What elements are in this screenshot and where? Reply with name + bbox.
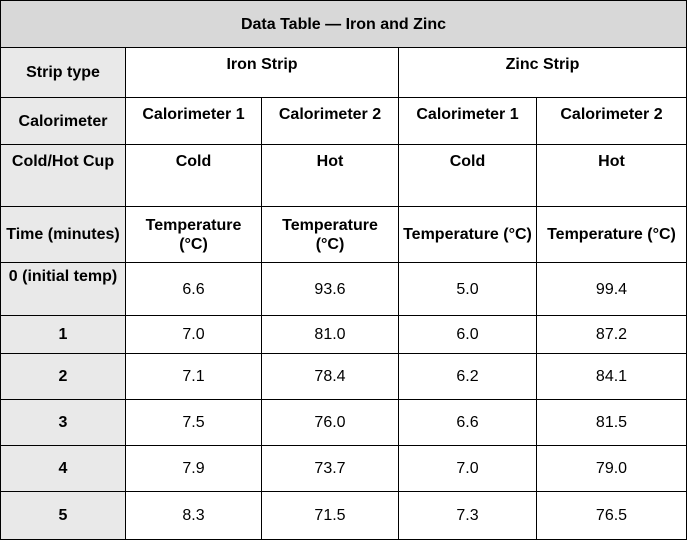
temperature-value: 93.6 <box>261 262 399 316</box>
calorimeter-header: Calorimeter 1 <box>398 97 537 145</box>
row-header-cup: Cold/Hot Cup <box>0 144 126 207</box>
table-row: 0 (initial temp) 6.6 93.6 5.0 99.4 <box>0 262 687 316</box>
temperature-value: 7.0 <box>398 445 537 492</box>
temperature-value: 7.3 <box>398 491 537 540</box>
temperature-value: 6.6 <box>398 399 537 446</box>
temperature-value: 87.2 <box>536 315 687 354</box>
cup-header: Hot <box>536 144 687 207</box>
temperature-value: 71.5 <box>261 491 399 540</box>
temperature-value: 79.0 <box>536 445 687 492</box>
row-header-strip-type: Strip type <box>0 47 126 98</box>
temperature-value: 99.4 <box>536 262 687 316</box>
time-cell: 5 <box>0 491 126 540</box>
calorimeter-header: Calorimeter 2 <box>261 97 399 145</box>
temperature-header: Temperature (°C) <box>125 206 262 263</box>
table-row: 1 7.0 81.0 6.0 87.2 <box>0 315 687 354</box>
temperature-value: 81.5 <box>536 399 687 446</box>
time-cell: 2 <box>0 353 126 400</box>
temperature-value: 73.7 <box>261 445 399 492</box>
temperature-value: 5.0 <box>398 262 537 316</box>
time-cell: 0 (initial temp) <box>0 262 126 316</box>
temperature-value: 8.3 <box>125 491 262 540</box>
temperature-value: 78.4 <box>261 353 399 400</box>
temperature-header: Temperature (°C) <box>536 206 687 263</box>
row-header-time: Time (minutes) <box>0 206 126 263</box>
temperature-value: 7.0 <box>125 315 262 354</box>
temperature-value: 6.2 <box>398 353 537 400</box>
time-cell: 4 <box>0 445 126 492</box>
temperature-value: 7.5 <box>125 399 262 446</box>
temperature-value: 6.0 <box>398 315 537 354</box>
row-header-calorimeter: Calorimeter <box>0 97 126 145</box>
temperature-value: 81.0 <box>261 315 399 354</box>
temperature-value: 7.9 <box>125 445 262 492</box>
strip-header-iron: Iron Strip <box>125 47 399 98</box>
strip-header-zinc: Zinc Strip <box>398 47 687 98</box>
table-row: 2 7.1 78.4 6.2 84.1 <box>0 353 687 400</box>
cup-header: Hot <box>261 144 399 207</box>
temperature-header: Temperature (°C) <box>398 206 537 263</box>
table-row: 5 8.3 71.5 7.3 76.5 <box>0 491 687 540</box>
temperature-value: 7.1 <box>125 353 262 400</box>
temperature-value: 6.6 <box>125 262 262 316</box>
cup-header: Cold <box>398 144 537 207</box>
table-row: 3 7.5 76.0 6.6 81.5 <box>0 399 687 446</box>
calorimeter-header: Calorimeter 2 <box>536 97 687 145</box>
temperature-value: 76.5 <box>536 491 687 540</box>
time-cell: 1 <box>0 315 126 354</box>
table-row: 4 7.9 73.7 7.0 79.0 <box>0 445 687 492</box>
temperature-value: 84.1 <box>536 353 687 400</box>
time-cell: 3 <box>0 399 126 446</box>
calorimeter-header: Calorimeter 1 <box>125 97 262 145</box>
table-title: Data Table — Iron and Zinc <box>0 0 687 48</box>
temperature-header: Temperature (°C) <box>261 206 399 263</box>
cup-header: Cold <box>125 144 262 207</box>
temperature-value: 76.0 <box>261 399 399 446</box>
